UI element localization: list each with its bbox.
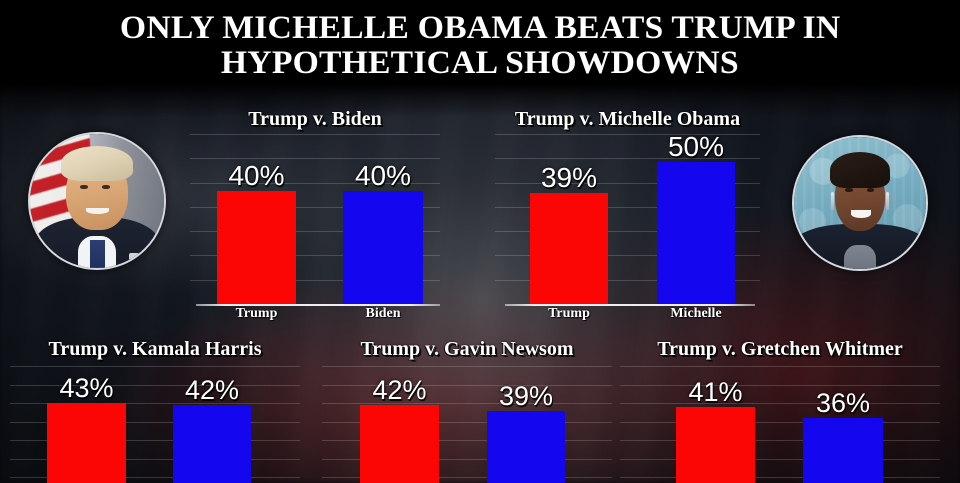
gridlines [190, 134, 440, 304]
gridline [322, 477, 612, 478]
bar-value-trump: 42% [372, 375, 427, 405]
gridline [495, 280, 760, 281]
avatar-michelle-obama [792, 135, 928, 271]
gridline [322, 422, 612, 423]
gridline [10, 403, 300, 404]
gridline [10, 366, 300, 367]
bar-value-michelle: 50% [667, 131, 725, 162]
gridline [10, 459, 300, 460]
gridline [322, 385, 612, 386]
gridline [620, 440, 940, 441]
gridlines [495, 134, 760, 304]
gridline [10, 440, 300, 441]
plot-area: 39% 50% [495, 131, 760, 304]
category-label-michelle: Michelle [670, 306, 722, 321]
gridline [190, 255, 440, 256]
bar-value-gretchen: 36% [815, 388, 871, 418]
avatar-donald-trump [28, 132, 166, 270]
gridlines [10, 366, 300, 483]
chart-trump-v-kamala-harris: Trump v. Kamala Harris 43% 42% [10, 338, 300, 483]
flag-lapel-pin-icon [129, 253, 139, 260]
gridline [322, 459, 612, 460]
x-axis-baseline [505, 304, 755, 306]
gridline [322, 440, 612, 441]
bars-group [620, 366, 940, 483]
category-label-trump: Trump [235, 306, 278, 321]
category-label-trump: Trump [548, 306, 590, 321]
gridline [495, 207, 760, 208]
gridline [620, 403, 940, 404]
michelle-portrait-image [794, 137, 926, 269]
page-title: ONLY MICHELLE OBAMA BEATS TRUMP IN HYPOT… [0, 0, 960, 92]
bars-group [322, 366, 612, 483]
gridline [190, 280, 440, 281]
gridline [620, 459, 940, 460]
bar-value-trump: 43% [59, 373, 114, 403]
gridline [190, 231, 440, 232]
earring-icon [830, 192, 835, 210]
page-title-line-1: ONLY MICHELLE OBAMA BEATS TRUMP IN [119, 10, 841, 46]
gridline [495, 183, 760, 184]
chart-title: Trump v. Gavin Newsom [360, 338, 574, 360]
gridline [190, 158, 440, 159]
plot-area: 40% 40% [190, 134, 440, 304]
bar-trump[interactable] [47, 403, 126, 483]
gridline [495, 158, 760, 159]
bar-gavin[interactable] [487, 411, 565, 483]
chart-title: Trump v. Gretchen Whitmer [657, 338, 903, 360]
bar-trump[interactable] [530, 193, 608, 304]
bar-trump[interactable] [360, 405, 439, 483]
bar-biden[interactable] [343, 191, 423, 304]
gridline [620, 385, 940, 386]
bar-value-gavin: 39% [498, 381, 554, 411]
gridline [495, 134, 760, 135]
bar-value-biden: 40% [354, 160, 412, 191]
gridline [620, 366, 940, 367]
bar-michelle[interactable] [657, 162, 735, 304]
gridline [495, 231, 760, 232]
bar-value-trump: 39% [540, 162, 598, 193]
gridlines [620, 366, 940, 483]
chart-trump-v-gretchen-whitmer: Trump v. Gretchen Whitmer 41% 36% [620, 338, 940, 483]
gridline [620, 477, 940, 478]
bars-group [190, 134, 440, 304]
chart-trump-v-michelle-obama: Trump v. Michelle Obama 39% 50% Trump Mi… [495, 108, 760, 328]
category-label-biden: Biden [365, 306, 401, 321]
bar-kamala[interactable] [173, 405, 251, 483]
bars-group [10, 366, 300, 483]
gridline [190, 134, 440, 135]
bar-gretchen[interactable] [803, 418, 883, 483]
bar-value-trump: 41% [688, 377, 743, 407]
gridline [190, 183, 440, 184]
gridline [10, 422, 300, 423]
chart-trump-v-gavin-newsom: Trump v. Gavin Newsom 42% 39% [322, 338, 612, 483]
bars-group [495, 134, 760, 304]
bar-value-kamala: 42% [184, 375, 240, 405]
gridline [322, 403, 612, 404]
gridline [10, 477, 300, 478]
gridline [495, 255, 760, 256]
page-title-line-2: HYPOTHETICAL SHOWDOWNS [221, 45, 739, 81]
gridlines [322, 366, 612, 483]
trump-portrait-image [30, 134, 164, 268]
plot-area: 43% 42% [10, 366, 300, 483]
earring-icon [885, 192, 890, 210]
chart-title: Trump v. Biden [248, 108, 382, 130]
chart-trump-v-biden: Trump v. Biden 40% 40% Trump Biden [190, 108, 440, 328]
x-axis-baseline [196, 304, 440, 306]
gridline [620, 422, 940, 423]
gridline [10, 385, 300, 386]
plot-area: 42% 39% [322, 366, 612, 483]
plot-area: 41% 36% [620, 366, 940, 483]
bar-trump[interactable] [217, 191, 296, 304]
bar-value-trump: 40% [228, 160, 285, 191]
chart-title: Trump v. Michelle Obama [514, 108, 741, 130]
gridline [322, 366, 612, 367]
bar-trump[interactable] [676, 407, 755, 483]
gridline [190, 207, 440, 208]
chart-title: Trump v. Kamala Harris [48, 338, 262, 360]
